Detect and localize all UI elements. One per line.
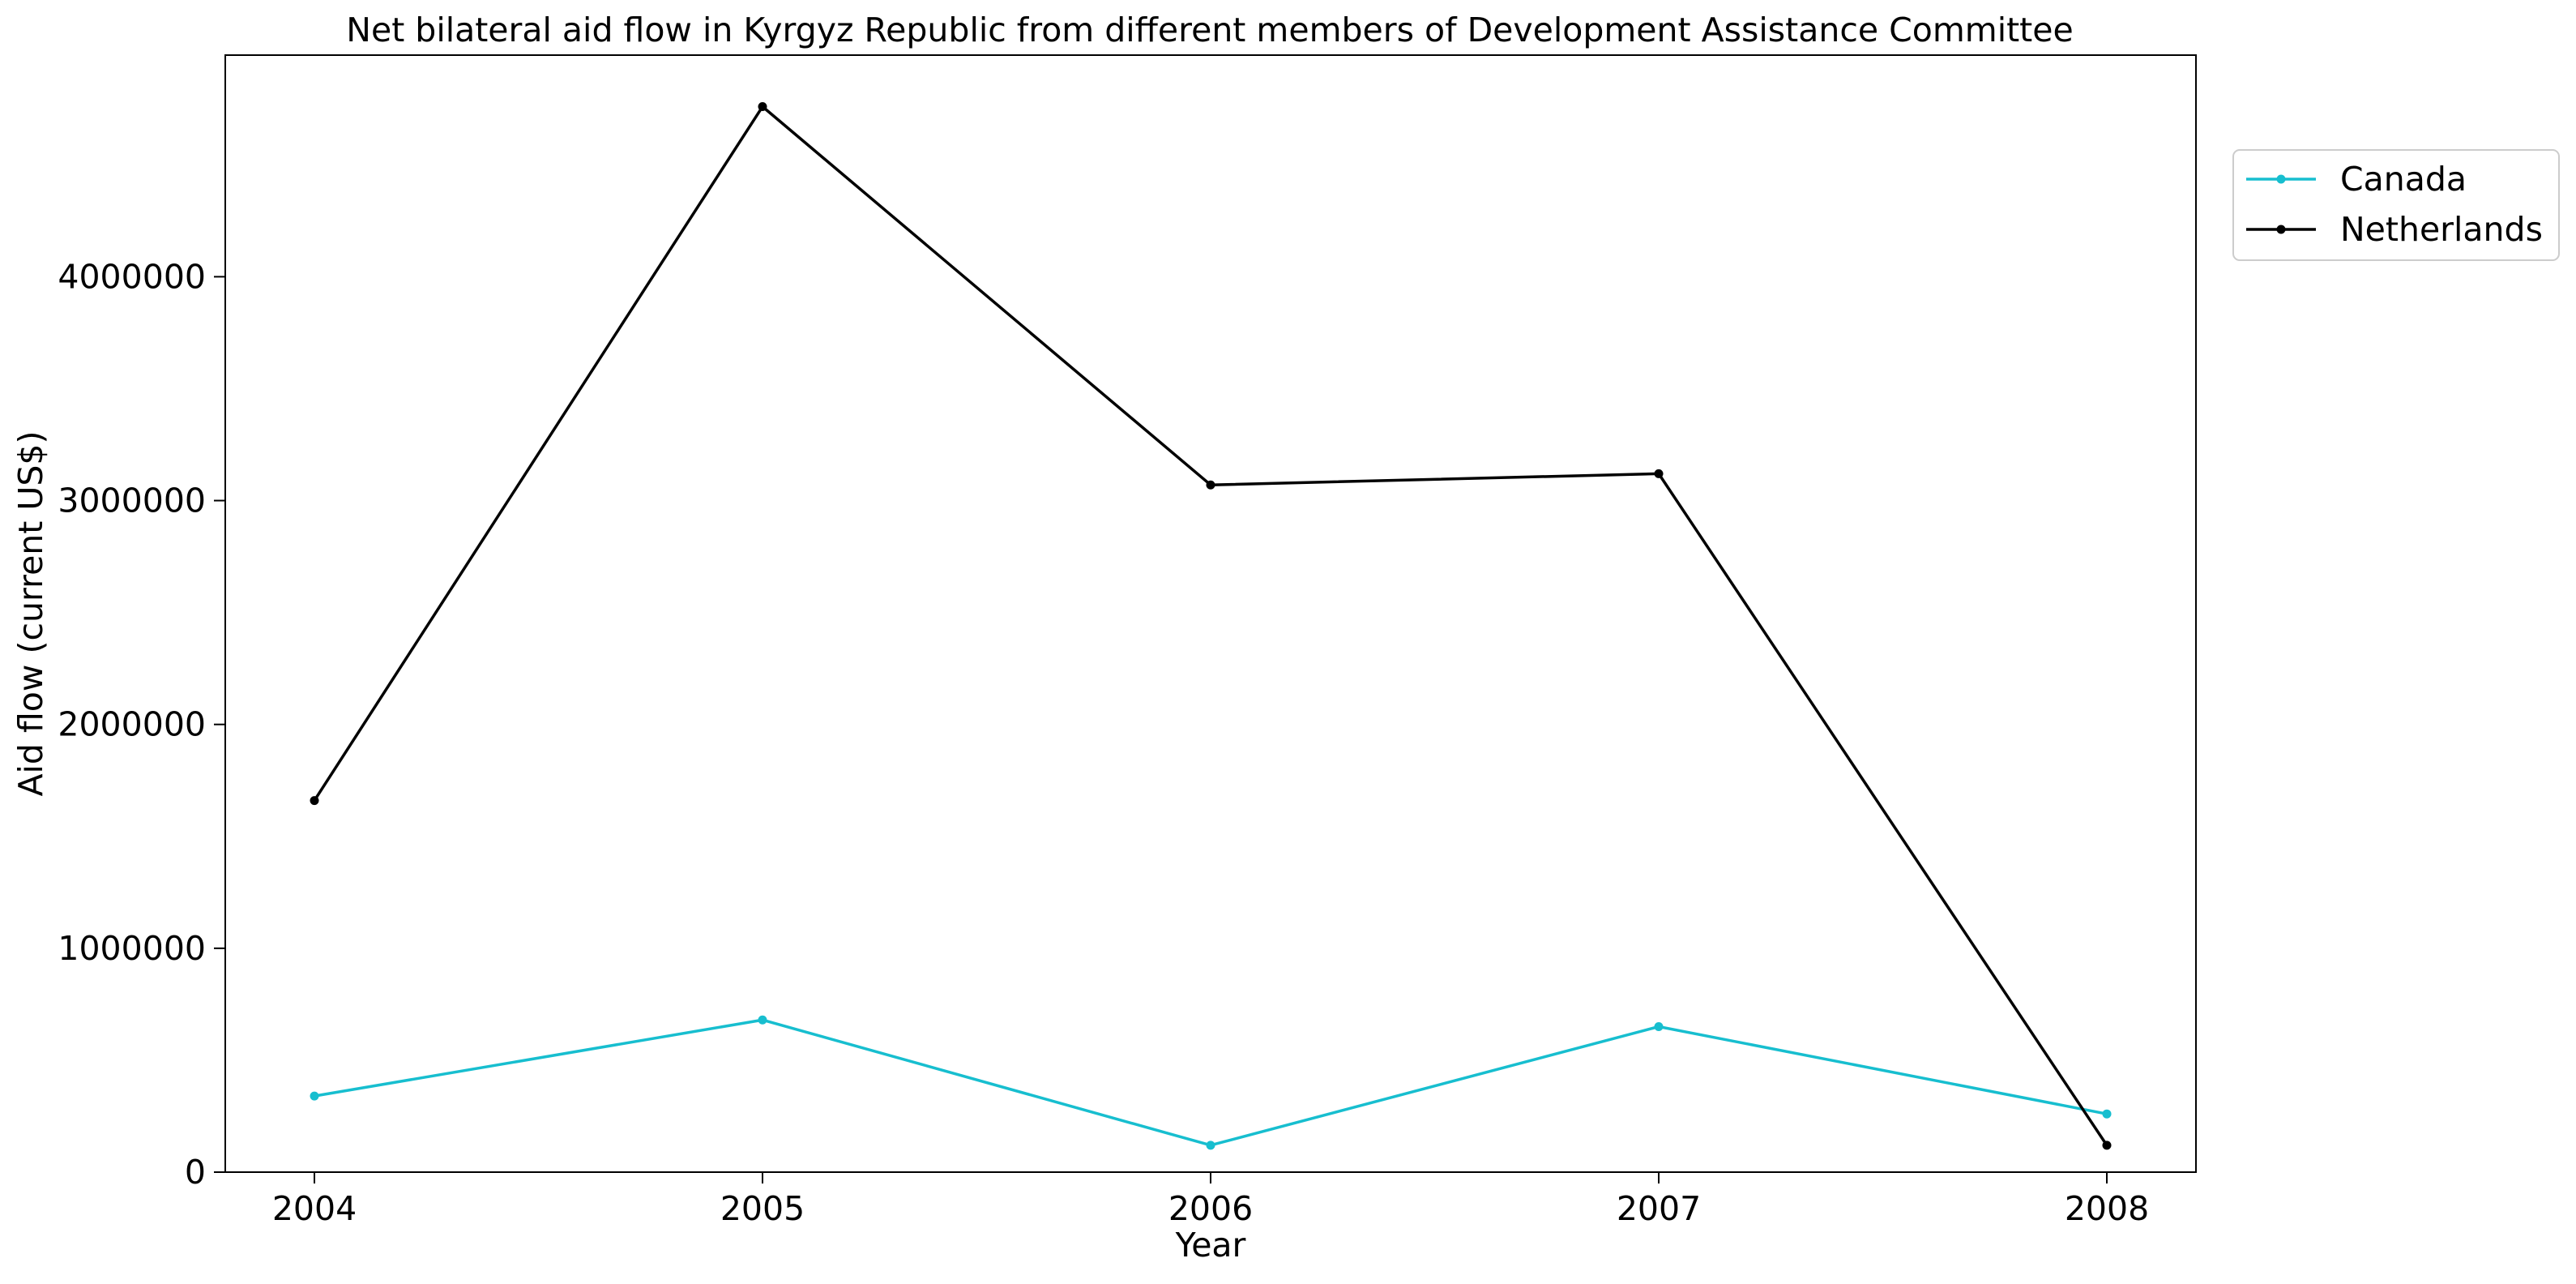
legend-item: Netherlands: [2246, 210, 2543, 249]
series-canada: [310, 1015, 2112, 1150]
legend-marker: [2276, 174, 2286, 184]
legend-item: Canada: [2246, 160, 2467, 199]
legend-label: Netherlands: [2340, 210, 2543, 249]
data-point: [758, 102, 767, 112]
y-axis: 0 1000000 2000000 3000000 4000000: [58, 257, 225, 1192]
x-tick-label: 2004: [272, 1189, 357, 1228]
data-point: [2102, 1141, 2112, 1150]
x-tick-label: 2008: [2065, 1189, 2149, 1228]
chart-title: Net bilateral aid flow in Kyrgyz Republi…: [346, 11, 2073, 49]
legend-marker: [2276, 225, 2286, 234]
y-tick-label: 2000000: [58, 705, 206, 744]
legend: Canada Netherlands: [2232, 149, 2560, 261]
y-tick-label: 3000000: [58, 481, 206, 520]
x-tick-label: 2005: [720, 1189, 805, 1228]
data-point: [2102, 1109, 2112, 1119]
legend-box: [2232, 149, 2560, 261]
x-tick-label: 2006: [1168, 1189, 1253, 1228]
data-point: [758, 1015, 767, 1025]
y-tick-label: 1000000: [58, 929, 206, 968]
y-axis-label: Aid flow (current US$): [11, 430, 50, 796]
data-point: [310, 1091, 319, 1101]
data-point: [1206, 480, 1215, 490]
legend-label: Canada: [2340, 160, 2467, 199]
data-point: [310, 796, 319, 806]
plot-area: [310, 102, 2112, 1150]
data-point: [1654, 469, 1664, 478]
x-tick-label: 2007: [1617, 1189, 1701, 1228]
x-axis: 2004 2005 2006 2007 2008: [272, 1172, 2149, 1228]
series-netherlands: [310, 102, 2112, 1150]
x-axis-label: Year: [1175, 1226, 1246, 1265]
data-point: [1206, 1141, 1215, 1150]
y-tick-label: 4000000: [58, 257, 206, 296]
data-point: [1654, 1022, 1664, 1032]
y-tick-label: 0: [185, 1153, 206, 1192]
